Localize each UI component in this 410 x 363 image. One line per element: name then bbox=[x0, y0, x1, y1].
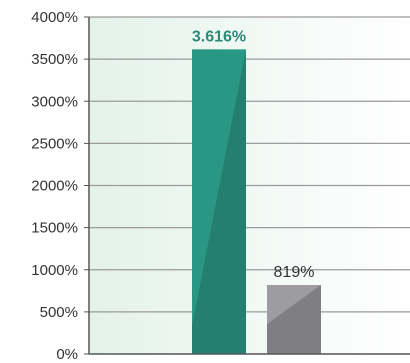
data-label-1: 3.616% bbox=[192, 28, 246, 45]
y-tick-label: 1000% bbox=[31, 262, 78, 279]
bar-1-shade bbox=[192, 49, 246, 355]
y-tick-label: 0% bbox=[56, 346, 78, 363]
bars bbox=[192, 49, 321, 355]
data-labels: 3.616% 819% bbox=[192, 28, 315, 281]
y-tick-label: 3500% bbox=[31, 51, 78, 68]
y-tick-label: 3000% bbox=[31, 93, 78, 110]
y-tick-label: 1500% bbox=[31, 220, 78, 237]
gridlines bbox=[89, 16, 410, 313]
y-tick-label: 500% bbox=[40, 304, 78, 321]
y-tick-label: 2000% bbox=[31, 178, 78, 195]
y-tick-label: 2500% bbox=[31, 135, 78, 152]
y-tick-label: 4000% bbox=[31, 9, 78, 26]
y-tick-labels: 0% 500% 1000% 1500% 2000% 2500% 3000% 3500% 4000… bbox=[31, 9, 89, 363]
data-label-2: 819% bbox=[274, 264, 315, 281]
axes bbox=[88, 17, 410, 355]
bar-2-shade bbox=[267, 284, 321, 354]
